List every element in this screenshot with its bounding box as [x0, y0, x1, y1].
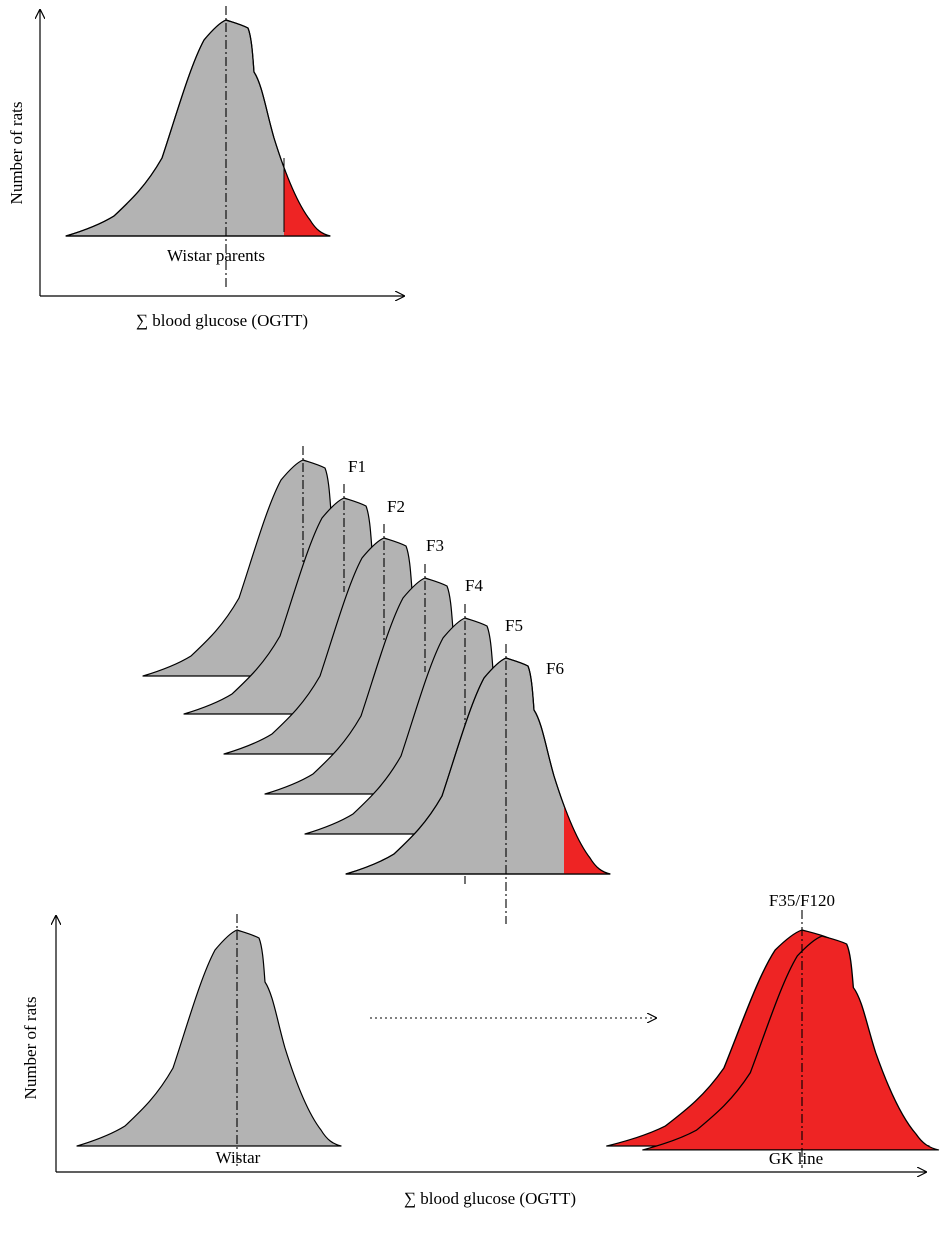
top-y-axis-label: Number of rats	[7, 102, 26, 205]
generations-panel: F1 F2 F3 F4 F5 F6	[142, 446, 611, 924]
top-panel: Wistar parents ∑ blood glucose (OGTT) Nu…	[7, 6, 404, 330]
wistar-parents-distribution	[65, 19, 331, 237]
gk-line-label: GK line	[769, 1149, 823, 1168]
wistar-label: Wistar	[216, 1148, 261, 1167]
wistar-parents-label: Wistar parents	[167, 246, 265, 265]
label-f1: F1	[348, 457, 366, 476]
bottom-y-axis-label: Number of rats	[21, 997, 40, 1100]
label-f5: F5	[505, 616, 523, 635]
f35-f120-label: F35/F120	[769, 891, 835, 910]
label-f6: F6	[546, 659, 564, 678]
top-x-axis-label: ∑ blood glucose (OGTT)	[136, 311, 308, 330]
label-f2: F2	[387, 497, 405, 516]
bottom-x-axis-label: ∑ blood glucose (OGTT)	[404, 1189, 576, 1208]
label-f3: F3	[426, 536, 444, 555]
bottom-panel: Wistar GK line F35/F120 ∑ blood glucose …	[21, 891, 940, 1208]
wistar-distribution	[76, 929, 342, 1147]
label-f4: F4	[465, 576, 483, 595]
